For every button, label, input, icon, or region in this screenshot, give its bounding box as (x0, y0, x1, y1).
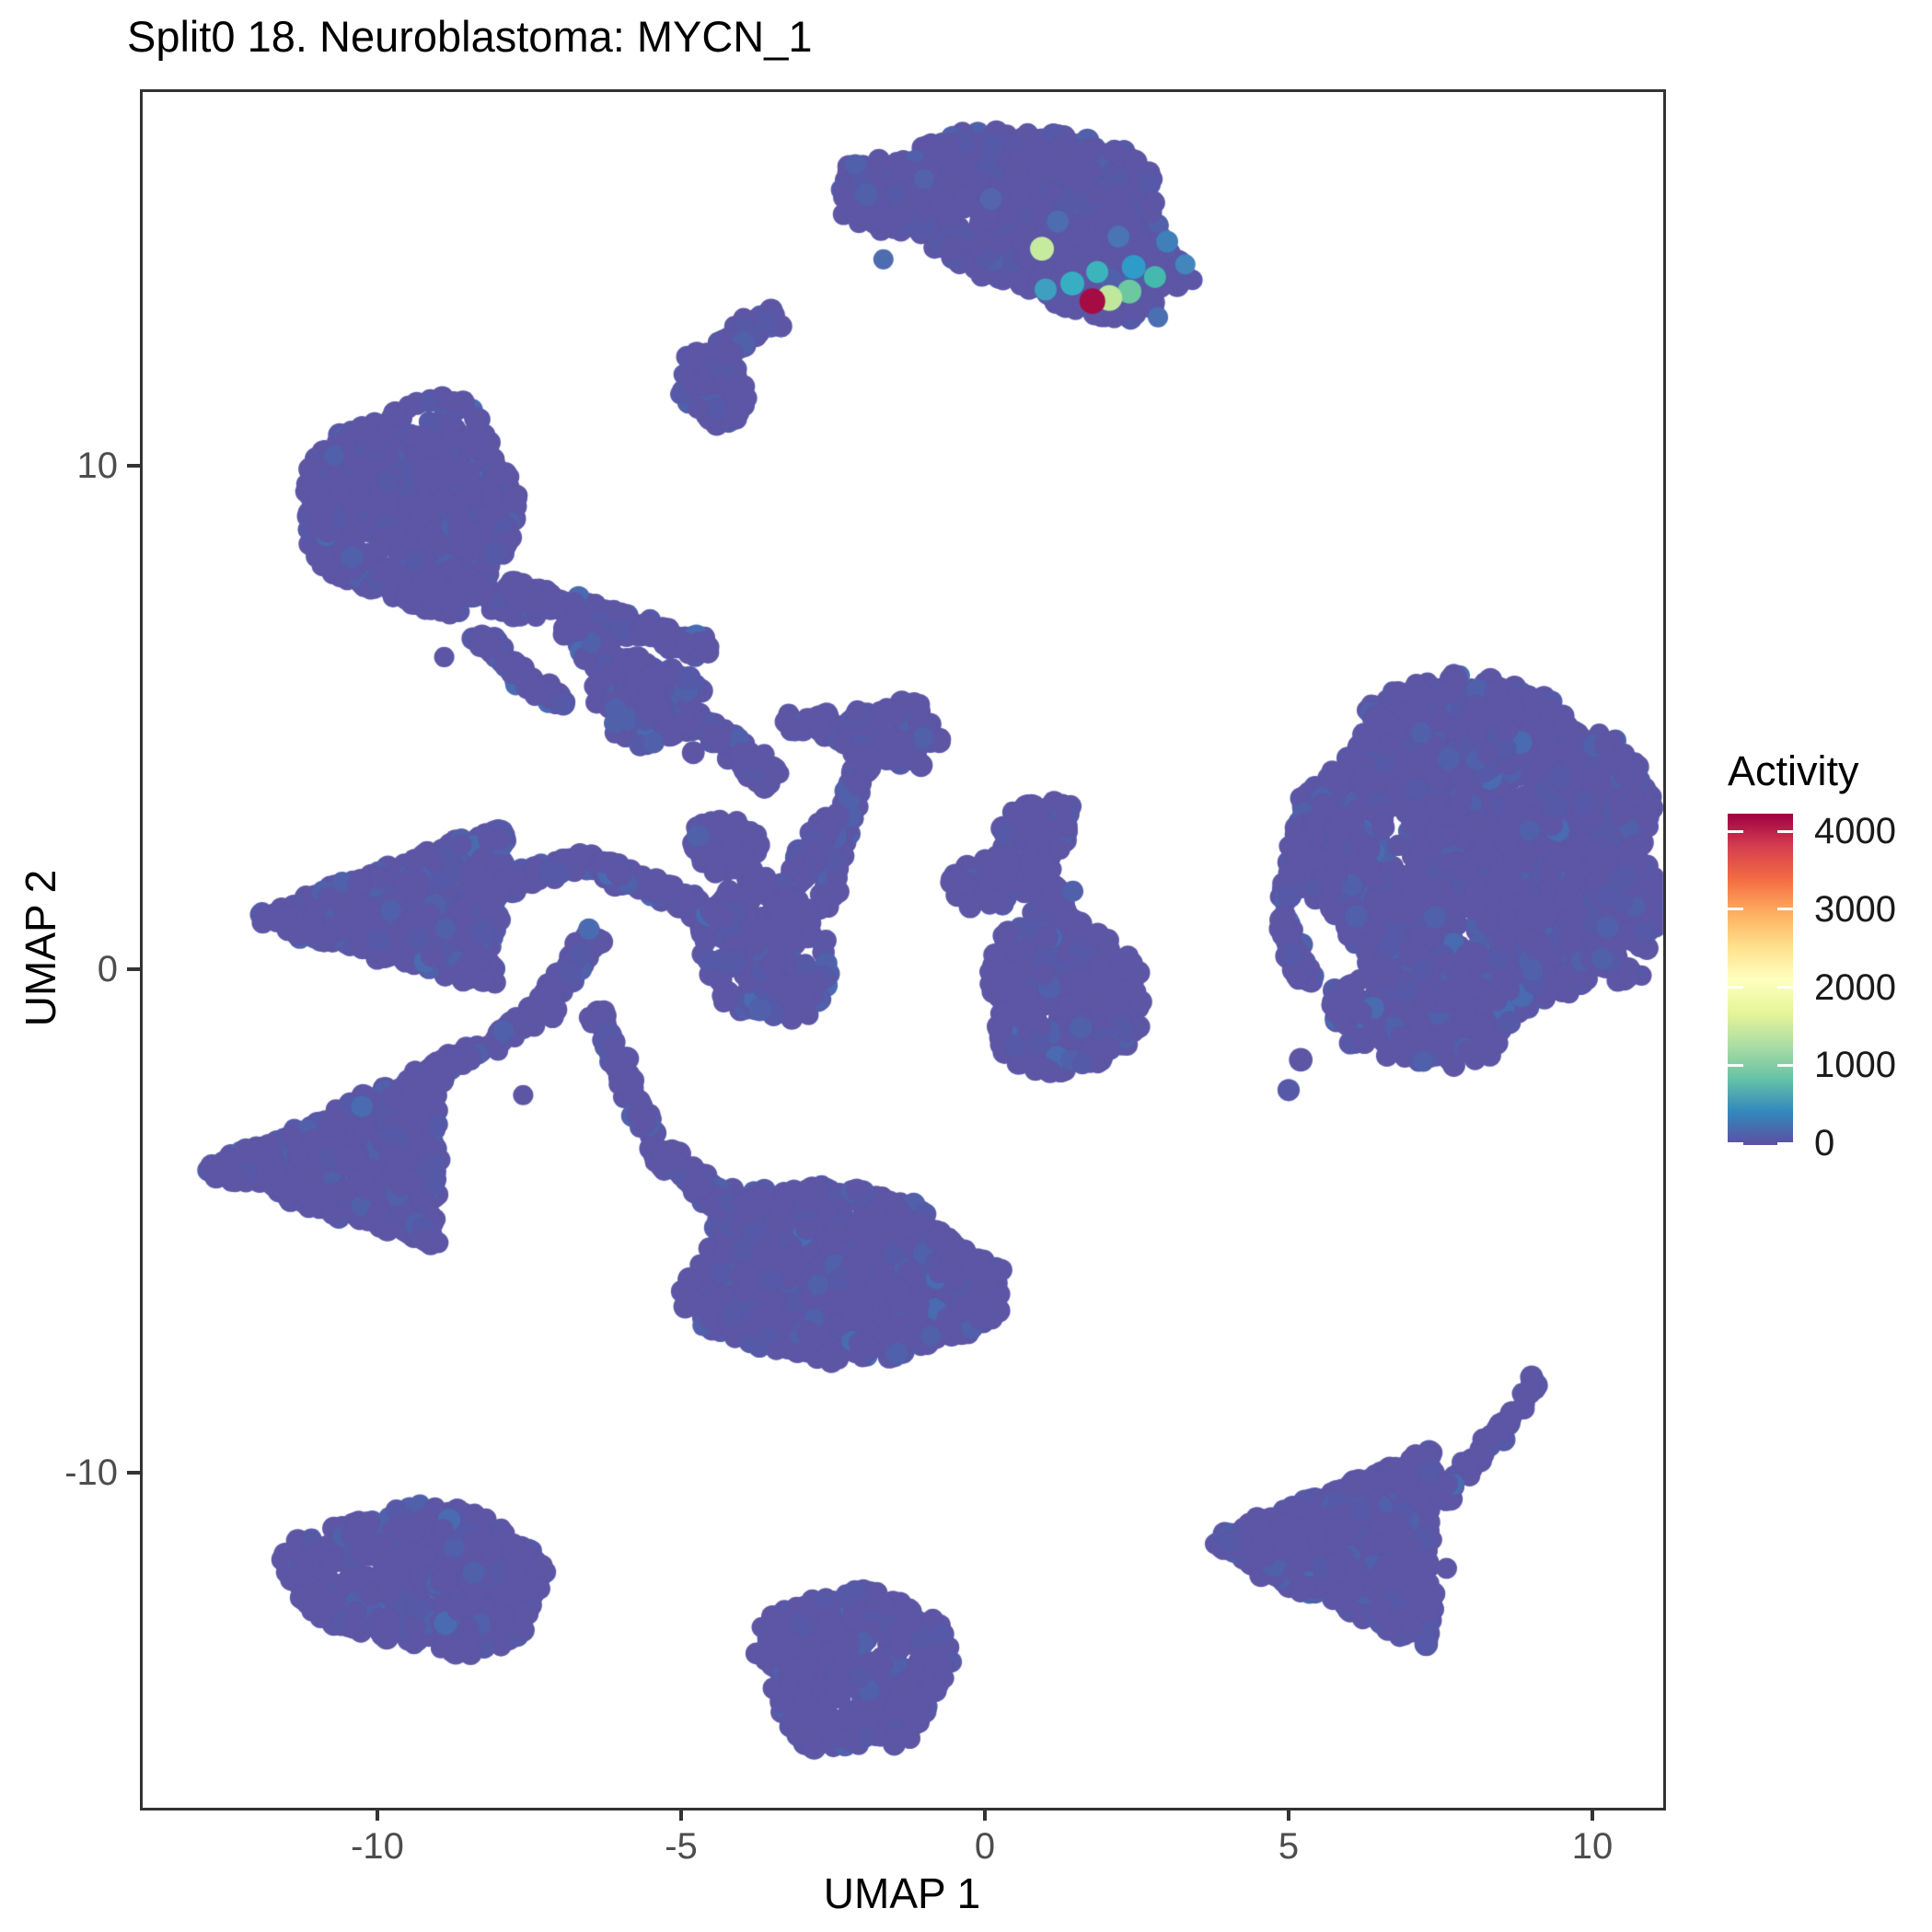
page-title: Split0 18. Neuroblastoma: MYCN_1 (127, 12, 813, 61)
legend-tick-mark (1728, 1063, 1743, 1067)
legend-colorbar (1728, 814, 1793, 1145)
y-tick-mark (127, 1471, 140, 1475)
legend-tick-mark (1777, 1141, 1793, 1145)
x-tick-label: -5 (665, 1826, 698, 1867)
legend-tick-mark (1777, 908, 1793, 911)
legend-tick-mark (1777, 986, 1793, 989)
legend-tick-label: 0 (1814, 1123, 1835, 1163)
y-axis-title: UMAP 2 (17, 869, 64, 1027)
x-axis-title: UMAP 1 (823, 1869, 981, 1917)
y-tick-label: 0 (97, 949, 118, 989)
legend-tick-mark (1777, 829, 1793, 833)
x-tick-label: 10 (1571, 1826, 1614, 1867)
legend-tick-label: 3000 (1814, 888, 1896, 930)
legend-tick-mark (1728, 829, 1743, 833)
legend-tick-mark (1728, 908, 1743, 911)
legend-title: Activity (1728, 747, 1859, 794)
legend-tick-label: 1000 (1814, 1045, 1896, 1086)
x-tick-mark (1591, 1808, 1594, 1821)
x-tick-mark (1287, 1808, 1290, 1821)
y-tick-mark (127, 464, 140, 468)
x-tick-label: 0 (974, 1826, 996, 1867)
legend-tick-label: 4000 (1814, 811, 1896, 851)
y-tick-label: -10 (64, 1452, 118, 1493)
legend-tick-mark (1728, 1141, 1743, 1145)
x-tick-mark (376, 1808, 379, 1821)
x-tick-mark (679, 1808, 683, 1821)
x-tick-mark (983, 1808, 987, 1821)
legend-tick-mark (1728, 986, 1743, 989)
legend-tick-label: 2000 (1814, 966, 1896, 1008)
legend-tick-mark (1777, 1063, 1793, 1067)
x-tick-label: 5 (1278, 1826, 1300, 1867)
x-tick-label: -10 (351, 1826, 404, 1867)
y-tick-mark (127, 967, 140, 971)
y-tick-label: 10 (76, 445, 119, 486)
